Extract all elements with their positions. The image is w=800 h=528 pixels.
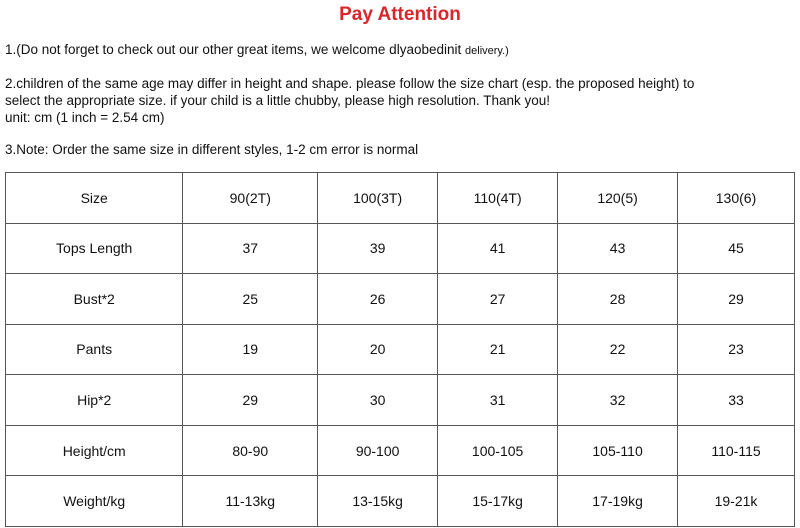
- table-cell: 28: [557, 273, 679, 325]
- row-label: Pants: [4, 323, 184, 376]
- row-label: Bust*2: [4, 273, 184, 325]
- table-cell: 27: [437, 273, 559, 325]
- title: Pay Attention: [339, 4, 461, 25]
- note-1: 1.(Do not forget to check out our other …: [5, 42, 509, 57]
- table-cell: 80-90: [182, 424, 319, 477]
- note-small: delivery.): [465, 45, 509, 57]
- table-cell: 25: [182, 273, 319, 325]
- table-cell: 110(4T): [437, 172, 559, 224]
- table-cell: 30: [317, 374, 439, 426]
- table-row: Height/cm 80-90 90-100 100-105 105-110 110-11…: [4, 424, 795, 477]
- table-row: Weight/kg 11-13kg 13-15kg 15-17kg 17-19kg 19-…: [4, 475, 795, 527]
- table-row: Size 90(2T) 100(3T) 110(4T) 120(5) 130(6): [4, 172, 795, 224]
- table-cell: 17-19kg: [557, 475, 679, 527]
- table-cell: 105-110: [557, 424, 679, 477]
- table-cell: 100-105: [437, 424, 559, 477]
- table-row: Tops Length 37 39 41 43 45: [4, 222, 795, 275]
- size-table: Size 90(2T) 100(3T) 110(4T) 120(5) 130(6) Tops…: [4, 172, 795, 527]
- table-cell: 26: [317, 273, 439, 325]
- table-cell: 19-21k: [677, 475, 795, 527]
- note-line: select the appropriate size. if your chi…: [5, 93, 551, 108]
- table-cell: 29: [182, 374, 319, 426]
- table-cell: 39: [317, 222, 439, 275]
- table-cell: 90(2T): [182, 172, 319, 224]
- note-text: 1.(Do not forget to check out our other …: [5, 42, 462, 57]
- table-cell: 15-17kg: [437, 475, 559, 527]
- table-cell: 19: [182, 323, 319, 376]
- table-cell: 22: [557, 323, 679, 376]
- table-row: Bust*2 25 26 27 28 29: [4, 273, 795, 325]
- table-cell: 21: [437, 323, 559, 376]
- table-cell: 100(3T): [317, 172, 439, 224]
- table-cell: 31: [437, 374, 559, 426]
- table-cell: 41: [437, 222, 559, 275]
- table-cell: 33: [677, 374, 795, 426]
- table-cell: 13-15kg: [317, 475, 439, 527]
- table-cell: 20: [317, 323, 439, 376]
- row-label: Weight/kg: [4, 475, 184, 527]
- table-cell: 29: [677, 273, 795, 325]
- note-line: 2.children of the same age may differ in…: [5, 76, 695, 91]
- table-cell: 120(5): [557, 172, 679, 224]
- row-label: Size: [4, 172, 184, 224]
- row-label: Hip*2: [4, 374, 184, 426]
- table-row: Pants 19 20 21 22 23: [4, 323, 795, 376]
- table-cell: 45: [677, 222, 795, 275]
- table-cell: 37: [182, 222, 319, 275]
- table-cell: 90-100: [317, 424, 439, 477]
- note-line: unit: cm (1 inch = 2.54 cm): [5, 110, 165, 125]
- table-cell: 32: [557, 374, 679, 426]
- table-cell: 11-13kg: [182, 475, 319, 527]
- row-label: Height/cm: [4, 424, 184, 477]
- table-cell: 43: [557, 222, 679, 275]
- table-cell: 23: [677, 323, 795, 376]
- row-label: Tops Length: [4, 222, 184, 275]
- note-3: 3.Note: Order the same size in different…: [5, 142, 419, 157]
- table-cell: 110-115: [677, 424, 795, 477]
- table-row: Hip*2 29 30 31 32 33: [4, 374, 795, 426]
- table-cell: 130(6): [677, 172, 795, 224]
